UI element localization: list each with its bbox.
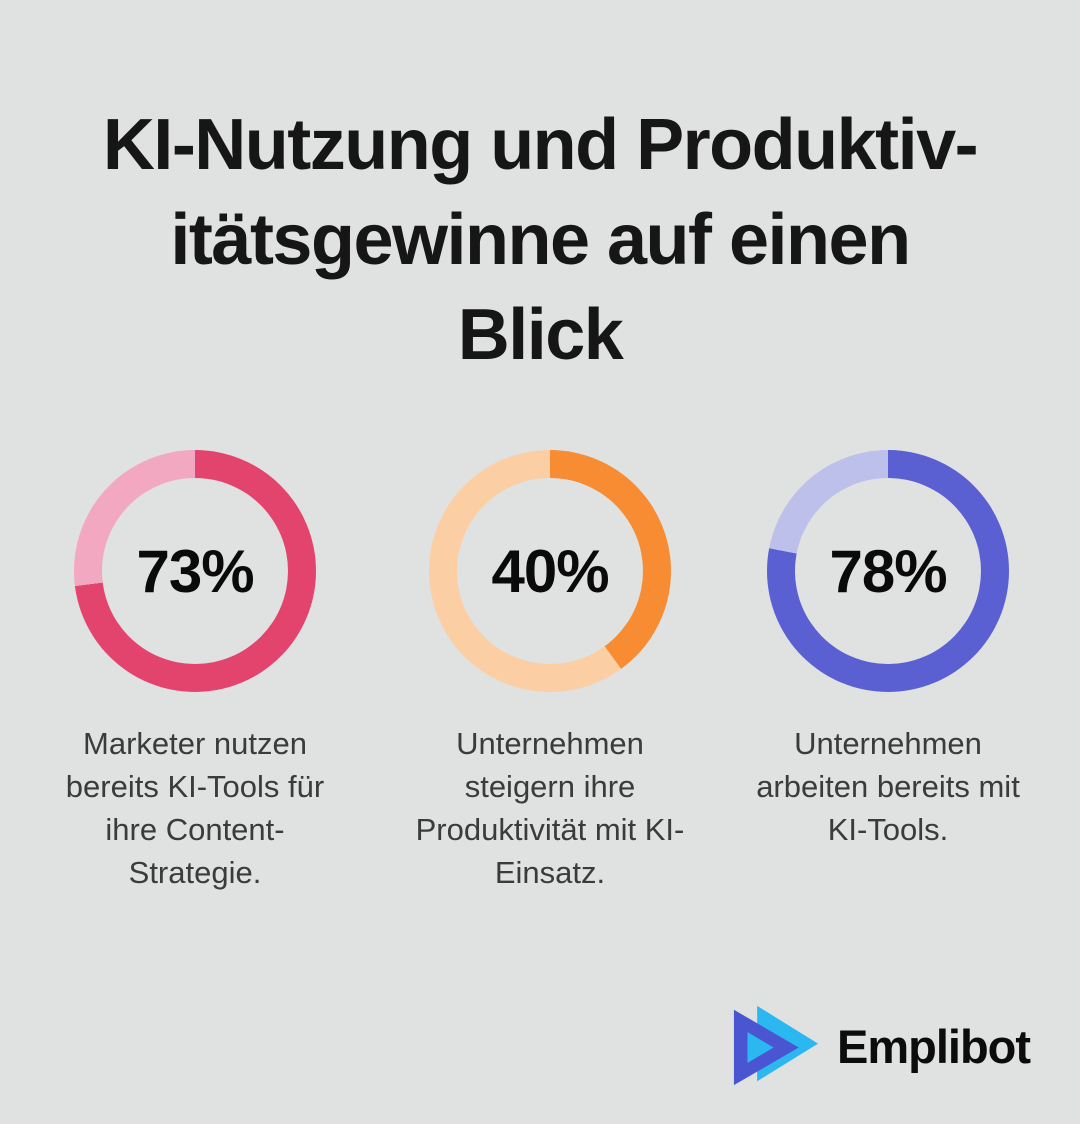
donut-chart-productivity: 40% <box>429 450 671 692</box>
page-title-line-1: KI-Nutzung und Produktiv- <box>102 105 979 185</box>
stat-caption: Unternehmen arbeiten bereits mit KI-Tool… <box>756 726 1020 847</box>
donut-hole: 40% <box>457 478 643 664</box>
donut-hole: 73% <box>102 478 288 664</box>
donut-chart-marketers: 73% <box>74 450 316 692</box>
page-title: KI-Nutzung und Produktiv- itätsgewinne a… <box>0 98 1080 383</box>
stat-column-companies: 78% Unternehmen arbeiten bereits mit KI-… <box>752 450 1024 851</box>
donut-percent-label: 78% <box>829 537 947 605</box>
emplibot-logo-text: Emplibot <box>837 1020 1031 1073</box>
stat-caption: Marketer nutzen bereits KI-Tools für ihr… <box>65 726 325 890</box>
stat-column-marketers: 73% Marketer nutzen bereits KI-Tools für… <box>59 450 331 894</box>
page-title-line-2: itätsgewinne auf einen <box>170 200 911 280</box>
donut-hole: 78% <box>795 478 981 664</box>
logo-triangle-cyan-small <box>747 1032 774 1063</box>
donut-percent-label: 40% <box>491 537 609 605</box>
donut-chart-companies: 78% <box>767 450 1009 692</box>
emplibot-logo-icon <box>733 1005 819 1086</box>
page-title-line-3: Blick <box>457 295 624 375</box>
stat-caption: Unternehmen steigern ihre Produktivität … <box>415 726 685 890</box>
donut-percent-label: 73% <box>136 537 254 605</box>
emplibot-logo: Emplibot <box>731 1003 1031 1090</box>
stat-column-productivity: 40% Unternehmen steigern ihre Produktivi… <box>414 450 686 894</box>
